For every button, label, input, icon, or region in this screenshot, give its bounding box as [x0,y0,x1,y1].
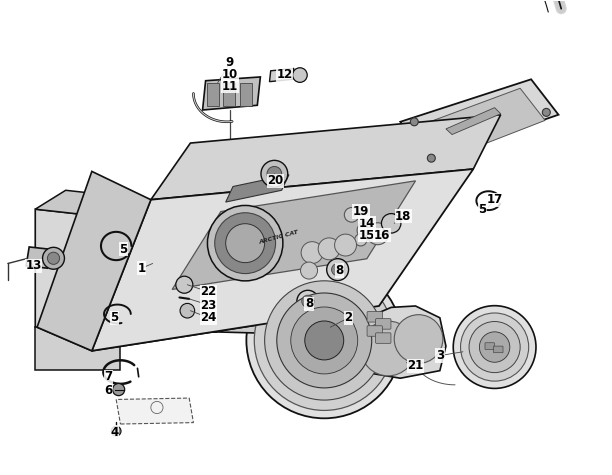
Polygon shape [446,108,501,134]
FancyBboxPatch shape [485,343,494,350]
Circle shape [360,321,416,376]
Circle shape [469,322,520,372]
Text: 18: 18 [395,210,411,223]
Text: 10: 10 [222,68,238,81]
Circle shape [410,118,418,126]
Polygon shape [172,181,416,289]
Circle shape [542,108,550,116]
Circle shape [367,223,389,245]
Polygon shape [240,83,252,106]
Text: 17: 17 [487,193,502,206]
Text: 16: 16 [374,228,390,242]
Circle shape [264,281,384,400]
Circle shape [394,315,443,363]
Circle shape [47,252,59,265]
Circle shape [291,307,358,374]
Circle shape [302,295,314,307]
Circle shape [357,222,374,239]
Text: 11: 11 [222,80,238,93]
Text: 20: 20 [267,174,284,187]
FancyBboxPatch shape [367,312,382,322]
Text: 5: 5 [119,243,127,256]
Circle shape [427,154,435,162]
Polygon shape [269,68,294,82]
Polygon shape [203,77,260,110]
Polygon shape [354,306,446,378]
Circle shape [300,262,318,279]
Circle shape [479,332,510,362]
Circle shape [261,161,288,187]
Text: 23: 23 [201,298,217,312]
Text: 5: 5 [479,203,487,216]
Text: 15: 15 [359,228,375,242]
Text: 22: 22 [201,285,217,298]
Circle shape [215,213,275,274]
Circle shape [111,426,121,436]
Polygon shape [35,190,151,219]
Text: 2: 2 [345,311,353,324]
Circle shape [113,383,125,396]
Circle shape [180,304,195,318]
Circle shape [355,234,367,246]
FancyBboxPatch shape [493,346,503,353]
Circle shape [43,247,64,269]
Circle shape [453,306,536,389]
Text: 12: 12 [277,68,293,81]
Text: 14: 14 [359,217,375,230]
Text: 8: 8 [305,297,313,310]
Text: 9: 9 [226,56,234,69]
Circle shape [277,293,371,388]
Polygon shape [207,83,219,106]
Text: ARCTIC CAT: ARCTIC CAT [258,230,299,245]
Polygon shape [35,209,121,327]
Circle shape [345,208,359,222]
Circle shape [297,290,319,312]
Circle shape [461,313,529,381]
Circle shape [318,238,340,260]
Circle shape [226,224,264,263]
Circle shape [335,234,357,256]
Circle shape [267,166,282,181]
Text: 7: 7 [104,370,113,383]
Text: 24: 24 [201,311,217,324]
Circle shape [327,259,349,281]
Polygon shape [411,88,545,163]
Text: 13: 13 [25,259,42,272]
Circle shape [332,264,344,275]
Circle shape [381,214,401,233]
Circle shape [293,68,307,82]
Text: 5: 5 [110,311,119,324]
Text: 19: 19 [353,205,369,218]
Polygon shape [35,327,121,370]
Text: 6: 6 [104,384,113,398]
Circle shape [305,321,344,360]
FancyBboxPatch shape [376,319,391,329]
Text: 4: 4 [110,426,119,438]
Polygon shape [37,171,151,351]
Polygon shape [226,175,289,202]
Text: 8: 8 [335,264,343,277]
Polygon shape [116,398,193,424]
Polygon shape [400,79,559,160]
Polygon shape [92,169,473,351]
Circle shape [254,270,394,410]
FancyBboxPatch shape [367,326,382,336]
Text: 3: 3 [436,349,444,362]
Circle shape [176,276,193,293]
Polygon shape [26,247,50,268]
Text: 21: 21 [408,360,424,372]
Circle shape [207,206,283,281]
Circle shape [247,263,402,418]
Polygon shape [37,306,379,351]
Polygon shape [223,83,236,106]
Polygon shape [151,115,501,200]
Circle shape [301,242,323,264]
FancyBboxPatch shape [376,333,391,343]
Text: 1: 1 [138,262,146,275]
